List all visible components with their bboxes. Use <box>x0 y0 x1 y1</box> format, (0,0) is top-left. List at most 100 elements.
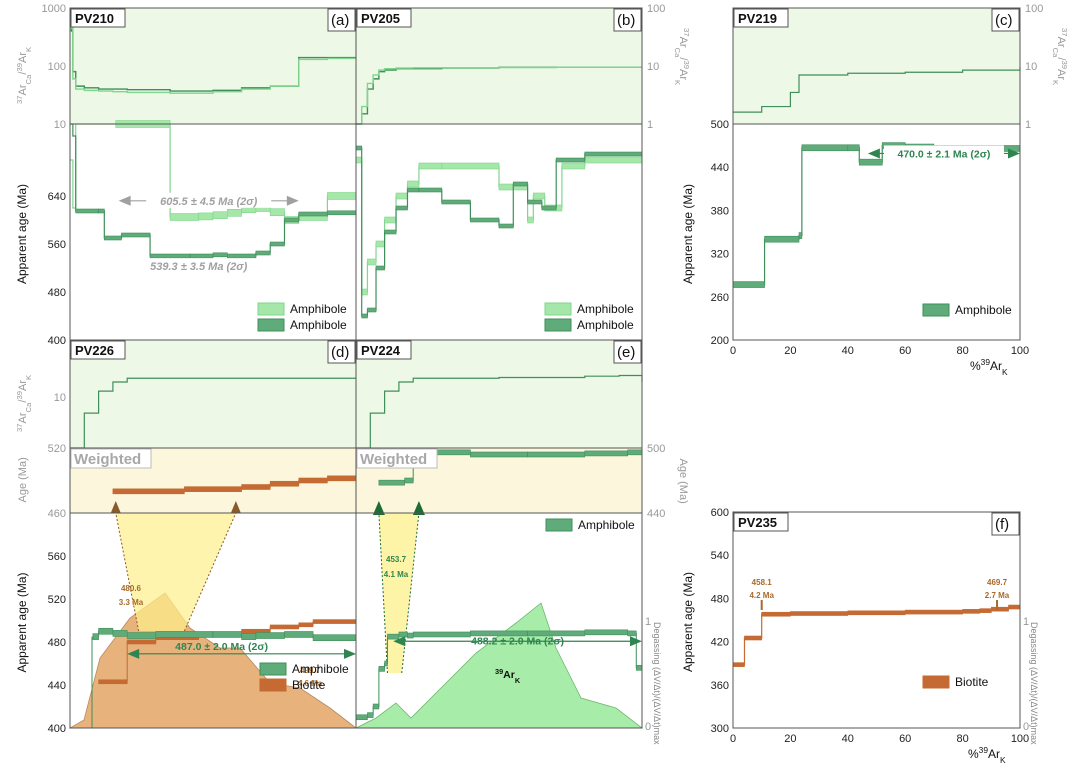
cone-arrowhead-left <box>110 501 121 513</box>
weighted-biotite-bar <box>327 475 357 482</box>
age-tick-label: 200 <box>711 335 729 347</box>
age-bar-dark <box>418 187 443 193</box>
degassing-axis-label: Degassing (ΔV/Δt)/(ΔV/Δt)max <box>652 622 662 745</box>
weighted-tick-label: 440 <box>647 508 665 520</box>
age-bar-dark <box>527 199 543 205</box>
apparent-age-axis-label: Apparent age (Ma) <box>15 572 29 672</box>
age-bar-dark <box>75 208 99 214</box>
degassing-tick-label: 1 <box>1023 616 1029 628</box>
legend-swatch-amphibole <box>259 662 287 676</box>
age-bar <box>858 158 883 166</box>
age-biotite-bar <box>744 635 762 641</box>
age-bar-light <box>395 192 408 200</box>
frame <box>732 511 1021 729</box>
ca-k-tick-label: 100 <box>647 3 665 15</box>
age-amphibole-bar <box>627 630 637 637</box>
age-bar-light <box>527 216 534 224</box>
ca-k-tick-label: 1 <box>1025 119 1031 131</box>
legend-swatch-dark <box>257 318 285 332</box>
age-bar-light <box>533 192 546 200</box>
legend-swatch-light <box>257 302 285 316</box>
age-bar-light <box>407 180 420 188</box>
age-bar-dark <box>269 241 285 247</box>
age-bar-light <box>561 162 586 170</box>
age-tick-label: 440 <box>48 680 66 692</box>
panel-letter: (d) <box>331 344 349 361</box>
age-bar <box>798 232 803 239</box>
legend-swatch <box>922 303 950 317</box>
age-amphibole-bar <box>387 633 400 640</box>
age-bar-dark <box>395 205 408 211</box>
age-amphibole-bar <box>384 660 388 667</box>
age-axis-label: Age (Ma) <box>677 459 689 504</box>
panel-letter-box <box>613 340 642 364</box>
apparent-age-axis-label: Apparent age (Ma) <box>681 572 695 672</box>
weighted-amphibole-bar <box>404 477 414 484</box>
legend-label: Biotite <box>292 678 326 692</box>
apparent-age-axis-label: Apparent age (Ma) <box>15 184 29 284</box>
age-bar <box>801 144 849 152</box>
age-bar <box>732 281 765 288</box>
age-tick-label: 520 <box>48 594 66 606</box>
age-amphibole-bar <box>407 632 414 639</box>
age-amphibole-bar <box>398 631 408 638</box>
panel-a: 605.5 ± 4.5 Ma (2σ) 539.3 ± 3.5 Ma (2σ) 10… <box>15 3 357 347</box>
age-amphibole-bar <box>98 627 114 635</box>
age-amphibole-bar <box>92 633 99 640</box>
weighted-tick-label: 460 <box>48 508 66 520</box>
age-tick-label: 300 <box>711 723 729 735</box>
age-tick-label: 600 <box>711 507 729 519</box>
x-axis-label: %39ArK <box>970 357 1008 377</box>
legend-swatch-light <box>544 302 572 316</box>
plateau-arrow-head-left <box>867 148 880 159</box>
age-biotite-bar <box>761 611 791 617</box>
plateau-label: 470.0 ± 2.1 Ma (2σ) <box>897 148 990 160</box>
age-tick-label: 420 <box>711 637 729 649</box>
annotation-value: 469.7 <box>987 578 1008 587</box>
degassing-tick-label: 1 <box>645 616 651 628</box>
annotation-value: 499.7 <box>300 666 321 675</box>
age-tick-label: 380 <box>711 205 729 217</box>
legend-swatch <box>545 518 573 532</box>
cone-edge-left <box>378 512 388 674</box>
age-amphibole-bar <box>635 664 643 671</box>
age-amphibole-bar <box>212 631 242 638</box>
panel-letter-box <box>327 340 356 364</box>
age-bar-dark <box>555 157 586 163</box>
legend-label: Amphibole <box>577 302 634 316</box>
age-bar-light <box>212 211 228 219</box>
age-tick-label: 400 <box>48 335 66 347</box>
age-series-line <box>733 145 1020 286</box>
ca-k-tick-label: 10 <box>54 392 66 404</box>
age-bar <box>847 144 860 152</box>
x-tick-label: 100 <box>1011 345 1029 357</box>
age-bar-dark <box>255 250 271 256</box>
sample-box <box>356 340 412 360</box>
weighted-box <box>356 448 438 469</box>
panel-letter-box <box>327 8 356 32</box>
sample-box <box>733 512 789 532</box>
age-bar-dark <box>367 307 377 313</box>
age-tick-label: 500 <box>711 119 729 131</box>
frame <box>355 339 643 729</box>
cone-arrowhead-right <box>230 501 241 513</box>
age-tick-label: 640 <box>48 191 66 203</box>
weighted-amphibole-bar <box>584 450 628 457</box>
age-tick-label: 480 <box>48 637 66 649</box>
ca-k-tick-label: 10 <box>54 119 66 131</box>
panel-letter: (e) <box>617 344 635 361</box>
age-biotite-bar <box>269 624 300 630</box>
weighted-biotite-bar <box>241 484 271 490</box>
weighted-amphibole-bar <box>627 449 643 456</box>
age-biotite-bar <box>98 679 128 685</box>
age-amphibole-bar <box>367 712 374 718</box>
age-bar-dark <box>361 313 368 319</box>
plateau-arrow-head-left <box>393 636 406 647</box>
age-bar-light <box>361 288 368 296</box>
age-tick-label: 480 <box>48 287 66 299</box>
age-bar-dark <box>121 232 151 238</box>
age-bar-dark <box>375 265 385 271</box>
panel-letter-box <box>991 8 1020 32</box>
legend-label: Amphibole <box>290 318 347 332</box>
